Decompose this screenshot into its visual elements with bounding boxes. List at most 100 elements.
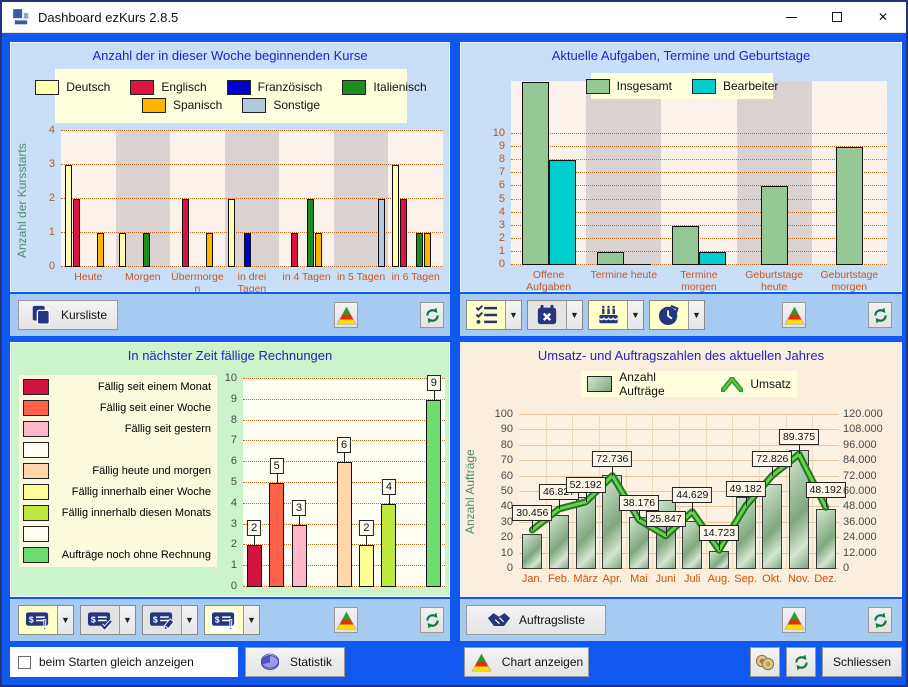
panel-umsatz-title: Umsatz- und Auftragszahlen des aktuellen… <box>537 348 825 363</box>
legend-swatch <box>23 400 49 417</box>
data-label-connector <box>612 465 614 476</box>
aufgaben-plot <box>511 81 887 265</box>
umsatz-plot: 30.456 46.827 52.192 72.736 38.176 25.847 44.6… <box>512 414 846 569</box>
startup-checkbox-label[interactable]: beim Starten gleich anzeigen <box>39 655 194 669</box>
rechnungen-split-button-4[interactable]: $! ▼ <box>204 605 260 635</box>
y-tick-label: 10 <box>224 372 237 384</box>
legend-item: Deutsch <box>35 79 110 95</box>
auftragsliste-button[interactable]: Auftragsliste <box>466 605 606 635</box>
aufgaben-refresh-button[interactable] <box>868 302 892 328</box>
chart-type-icon <box>470 651 494 673</box>
umsatz-data-label: 72.736 <box>592 450 633 467</box>
umsatz-refresh-button[interactable] <box>868 607 892 633</box>
gridline <box>243 419 445 421</box>
aufgaben-split-button-3[interactable]: ▼ <box>588 300 644 330</box>
gridline <box>511 237 887 239</box>
y-tick-label: 10 <box>500 546 513 559</box>
dropdown-arrow-icon[interactable]: ▼ <box>119 606 135 634</box>
x-category-label: Morgen <box>125 271 161 283</box>
rechnungen-refresh-button[interactable] <box>420 607 444 633</box>
schliessen-button[interactable]: Schliessen <box>822 647 902 677</box>
legend-label: Fällig heute und morgen <box>92 465 211 477</box>
kursliste-button[interactable]: Kursliste <box>18 300 118 330</box>
panel-umsatz: Umsatz- und Auftragszahlen des aktuellen… <box>460 342 902 597</box>
aufgaben-split-button-1[interactable]: ▼ <box>466 300 522 330</box>
y-tick-label: 6 <box>498 179 505 192</box>
x-category-label: Geburtstage heute <box>745 269 804 294</box>
maximize-button[interactable] <box>814 2 860 32</box>
x-category-label: Geburtstage morgen <box>820 269 879 294</box>
startup-checkbox[interactable] <box>18 655 31 669</box>
rechnungen-chart-type-button[interactable] <box>334 607 358 633</box>
bar-rechnungen <box>269 483 285 587</box>
x-category-label: in drei Tagen <box>237 271 267 296</box>
umsatz-data-label: 25.847 <box>645 510 686 527</box>
aufgaben-chart-type-button[interactable] <box>782 302 806 328</box>
y-tick-label: 108.000 <box>843 423 883 436</box>
y-tick-label: 36.000 <box>843 515 877 528</box>
close-button[interactable]: ✕ <box>860 2 906 32</box>
bar-englisch <box>181 199 189 267</box>
dropdown-arrow-icon[interactable]: ▼ <box>57 606 73 634</box>
coins-button[interactable] <box>750 647 780 677</box>
bar-deutsch <box>392 165 400 267</box>
umsatz-data-label: 72.826 <box>752 450 793 467</box>
refresh-icon <box>421 609 443 631</box>
kurse-legend: Deutsch Englisch Französisch Italienisch Spa… <box>35 69 427 123</box>
aufgaben-x-labels: Offene Aufgaben Termine heute Termine morg… <box>511 269 887 293</box>
bar-rechnungen <box>381 503 397 587</box>
rechnungen-split-button-1[interactable]: $! ▼ <box>18 605 74 635</box>
bar-auftraege <box>762 484 783 569</box>
dropdown-arrow-icon[interactable]: ▼ <box>243 606 259 634</box>
kurse-chart-type-button[interactable] <box>334 302 358 328</box>
rechnungen-toolbar: $! ▼ $ ▼ $ ▼ $! ▼ <box>10 599 450 641</box>
dropdown-arrow-icon[interactable]: ▼ <box>181 606 197 634</box>
footer-refresh-button[interactable] <box>786 647 816 677</box>
bar-group <box>225 199 280 267</box>
data-label-connector <box>366 536 368 546</box>
y-tick-label: 120.000 <box>843 408 883 420</box>
panel-rechnungen-title: In nächster Zeit fällige Rechnungen <box>127 348 333 363</box>
bar-group <box>116 233 171 267</box>
gridline <box>511 146 887 148</box>
dropdown-arrow-icon[interactable]: ▼ <box>566 301 582 329</box>
refresh-icon <box>789 651 813 673</box>
kurse-refresh-button[interactable] <box>420 302 444 328</box>
kursliste-label: Kursliste <box>60 308 107 322</box>
y-tick-label: 84.000 <box>843 454 877 467</box>
data-label: 2 <box>359 520 374 537</box>
umsatz-chart-type-button[interactable] <box>782 607 806 633</box>
y-tick-label: 70 <box>500 454 513 467</box>
dropdown-arrow-icon[interactable]: ▼ <box>505 301 521 329</box>
rechnungen-split-button-2[interactable]: $ ▼ <box>80 605 136 635</box>
refresh-icon <box>869 609 891 631</box>
bar-englisch <box>291 233 299 267</box>
bar-auftraege <box>549 515 569 569</box>
x-category-label: Termine heute <box>590 269 658 281</box>
dropdown-arrow-icon[interactable]: ▼ <box>627 301 643 329</box>
y-tick-label: 72.000 <box>843 469 877 482</box>
minimize-icon <box>785 16 797 18</box>
legend-label: Französisch <box>257 80 323 94</box>
window-controls: ✕ <box>768 2 906 32</box>
y-tick-label: 9 <box>230 392 237 405</box>
legend-label: Aufträge noch ohne Rechnung <box>61 548 211 561</box>
chart-anzeigen-button[interactable]: Chart anzeigen <box>464 647 589 677</box>
bar-rechnungen <box>246 545 262 587</box>
y-tick-label: 9 <box>498 140 505 153</box>
dropdown-arrow-icon[interactable]: ▼ <box>688 301 704 329</box>
aufgaben-split-button-4[interactable]: ▼ <box>649 300 705 330</box>
legend-label: Bearbeiter <box>723 79 779 93</box>
bar-insgesamt <box>596 251 624 265</box>
kurse-plot <box>61 130 443 267</box>
legend-row: Insgesamt Bearbeiter <box>585 78 778 94</box>
y-tick-label: 48.000 <box>843 500 877 513</box>
statistik-button[interactable]: Statistik <box>245 647 345 677</box>
data-label: 5 <box>269 458 284 474</box>
umsatz-data-label: 44.629 <box>672 486 713 503</box>
rechnungen-split-button-3[interactable]: $ ▼ <box>142 605 198 635</box>
y-tick-label: 96.000 <box>843 438 877 451</box>
aufgaben-split-button-2[interactable]: ▼ <box>527 300 583 330</box>
umsatz-x-labels: Jan. Feb. März Apr. Mai Juni Juli Aug. Sep. Okt. N… <box>519 573 839 586</box>
minimize-button[interactable] <box>768 2 814 32</box>
